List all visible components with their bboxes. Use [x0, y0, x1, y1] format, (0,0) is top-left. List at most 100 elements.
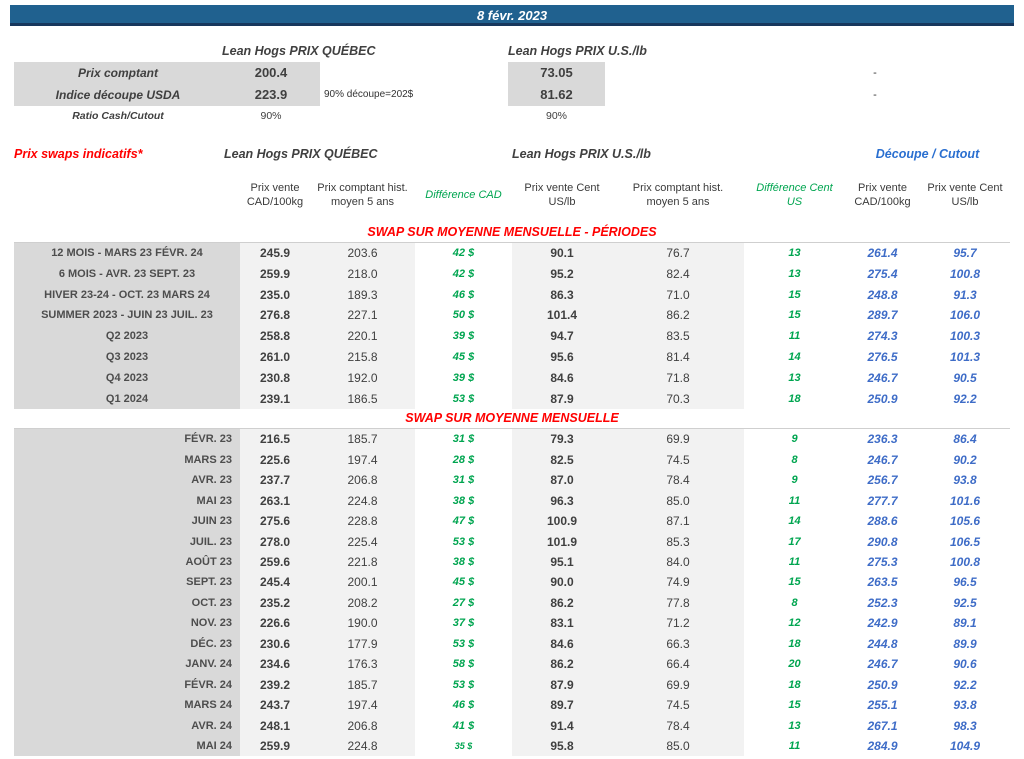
summary-us-value: 81.62 [508, 84, 605, 106]
prix-comptant-hist-us: 85.0 [612, 491, 744, 511]
period-label: SEPT. 23 [14, 572, 240, 592]
difference-us: 14 [744, 511, 845, 531]
period-label: NOV. 23 [14, 613, 240, 633]
prix-comptant-hist-us: 84.0 [612, 552, 744, 572]
prix-vente-cad: 234.6 [240, 654, 310, 674]
prix-comptant-hist-us: 78.4 [612, 716, 744, 736]
swaps-group-headers: Prix swaps indicatifs* Lean Hogs PRIX QU… [14, 145, 1010, 163]
prix-vente-cad: 245.9 [240, 243, 310, 264]
period-label: Q2 2023 [14, 326, 240, 347]
difference-us: 15 [744, 572, 845, 592]
table-row: MAI 23263.1224.838 $96.385.011277.7101.6 [14, 491, 1010, 511]
period-label: MAI 24 [14, 736, 240, 756]
cutout-prix-vente-cad: 276.5 [845, 347, 920, 368]
prix-comptant-hist-cad: 218.0 [310, 264, 415, 285]
prix-comptant-hist-us: 76.7 [612, 243, 744, 264]
prix-comptant-hist-cad: 200.1 [310, 572, 415, 592]
cutout-prix-vente-cad: 290.8 [845, 532, 920, 552]
table-row: JUIN 23275.6228.847 $100.987.114288.6105… [14, 511, 1010, 531]
prix-vente-cad: 235.0 [240, 285, 310, 306]
cutout-prix-vente-us: 106.0 [920, 305, 1010, 326]
prix-comptant-hist-cad: 221.8 [310, 552, 415, 572]
period-label: Q3 2023 [14, 347, 240, 368]
difference-us: 15 [744, 695, 845, 715]
prix-vente-cad: 216.5 [240, 429, 310, 449]
cutout-prix-vente-cad: 256.7 [845, 470, 920, 490]
table-row: FÉVR. 24239.2185.753 $87.969.918250.992.… [14, 675, 1010, 695]
cutout-prix-vente-cad: 288.6 [845, 511, 920, 531]
period-label: JANV. 24 [14, 654, 240, 674]
prix-vente-us: 79.3 [512, 429, 612, 449]
difference-cad: 50 $ [415, 305, 512, 326]
prix-vente-us: 95.2 [512, 264, 612, 285]
difference-us: 13 [744, 716, 845, 736]
table-row: MAI 24259.9224.835 $95.885.011284.9104.9 [14, 736, 1010, 756]
prix-vente-us: 100.9 [512, 511, 612, 531]
prix-comptant-hist-cad: 208.2 [310, 593, 415, 613]
cutout-prix-vente-us: 100.3 [920, 326, 1010, 347]
prix-vente-cad: 259.6 [240, 552, 310, 572]
prix-vente-us: 90.0 [512, 572, 612, 592]
prix-vente-us: 95.6 [512, 347, 612, 368]
date-title-bar: 8 févr. 2023 [10, 5, 1014, 26]
prix-comptant-hist-us: 85.3 [612, 532, 744, 552]
prix-comptant-hist-cad: 224.8 [310, 736, 415, 756]
prix-vente-cad: 258.8 [240, 326, 310, 347]
prix-comptant-hist-us: 71.8 [612, 368, 744, 389]
prix-comptant-hist-cad: 224.8 [310, 491, 415, 511]
prix-comptant-hist-cad: 176.3 [310, 654, 415, 674]
difference-cad: 35 $ [415, 736, 512, 756]
prix-comptant-hist-cad: 220.1 [310, 326, 415, 347]
difference-cad: 46 $ [415, 285, 512, 306]
cutout-prix-vente-us: 98.3 [920, 716, 1010, 736]
prix-vente-us: 84.6 [512, 634, 612, 654]
prix-vente-cad: 230.6 [240, 634, 310, 654]
prix-comptant-hist-us: 83.5 [612, 326, 744, 347]
prix-vente-us: 95.8 [512, 736, 612, 756]
period-label: JUIL. 23 [14, 532, 240, 552]
period-label: DÉC. 23 [14, 634, 240, 654]
difference-us: 8 [744, 593, 845, 613]
cutout-prix-vente-cad: 250.9 [845, 389, 920, 410]
difference-us: 17 [744, 532, 845, 552]
prix-comptant-hist-us: 66.4 [612, 654, 744, 674]
prix-vente-us: 101.9 [512, 532, 612, 552]
cutout-prix-vente-cad: 255.1 [845, 695, 920, 715]
period-label: FÉVR. 24 [14, 675, 240, 695]
prix-vente-cad: 226.6 [240, 613, 310, 633]
prix-comptant-hist-cad: 206.8 [310, 470, 415, 490]
prix-comptant-hist-us: 70.3 [612, 389, 744, 410]
swaps-table: Prix swaps indicatifs* Lean Hogs PRIX QU… [14, 145, 1010, 756]
periods-rows: 12 MOIS - MARS 23 FÉVR. 24245.9203.642 $… [14, 242, 1010, 409]
difference-us: 15 [744, 285, 845, 306]
difference-us: 11 [744, 552, 845, 572]
prix-vente-us: 95.1 [512, 552, 612, 572]
cutout-prix-vente-cad: 267.1 [845, 716, 920, 736]
summary-section: Lean Hogs PRIX QUÉBEC Lean Hogs PRIX U.S… [14, 42, 1010, 126]
cutout-prix-vente-us: 89.1 [920, 613, 1010, 633]
period-label: JUIN 23 [14, 511, 240, 531]
prix-comptant-hist-us: 74.5 [612, 695, 744, 715]
prix-comptant-hist-cad: 227.1 [310, 305, 415, 326]
table-row: FÉVR. 23216.5185.731 $79.369.99236.386.4 [14, 429, 1010, 449]
prix-vente-cad: 239.1 [240, 389, 310, 410]
prix-comptant-hist-cad: 203.6 [310, 243, 415, 264]
summary-label: Prix comptant [14, 62, 222, 84]
table-row: MARS 23225.6197.428 $82.574.58246.790.2 [14, 450, 1010, 470]
cutout-prix-vente-us: 90.2 [920, 450, 1010, 470]
difference-us: 13 [744, 243, 845, 264]
difference-cad: 53 $ [415, 675, 512, 695]
prix-comptant-hist-cad: 190.0 [310, 613, 415, 633]
prix-vente-cad: 243.7 [240, 695, 310, 715]
prix-comptant-hist-us: 86.2 [612, 305, 744, 326]
summary-label: Indice découpe USDA [14, 84, 222, 106]
prix-comptant-hist-cad: 197.4 [310, 450, 415, 470]
prix-vente-cad: 275.6 [240, 511, 310, 531]
table-row: Q3 2023261.0215.845 $95.681.414276.5101.… [14, 347, 1010, 368]
prix-comptant-hist-us: 74.5 [612, 450, 744, 470]
period-label: MARS 24 [14, 695, 240, 715]
cutout-prix-vente-us: 89.9 [920, 634, 1010, 654]
prix-comptant-hist-us: 69.9 [612, 429, 744, 449]
prix-vente-us: 86.2 [512, 654, 612, 674]
prix-comptant-hist-us: 78.4 [612, 470, 744, 490]
